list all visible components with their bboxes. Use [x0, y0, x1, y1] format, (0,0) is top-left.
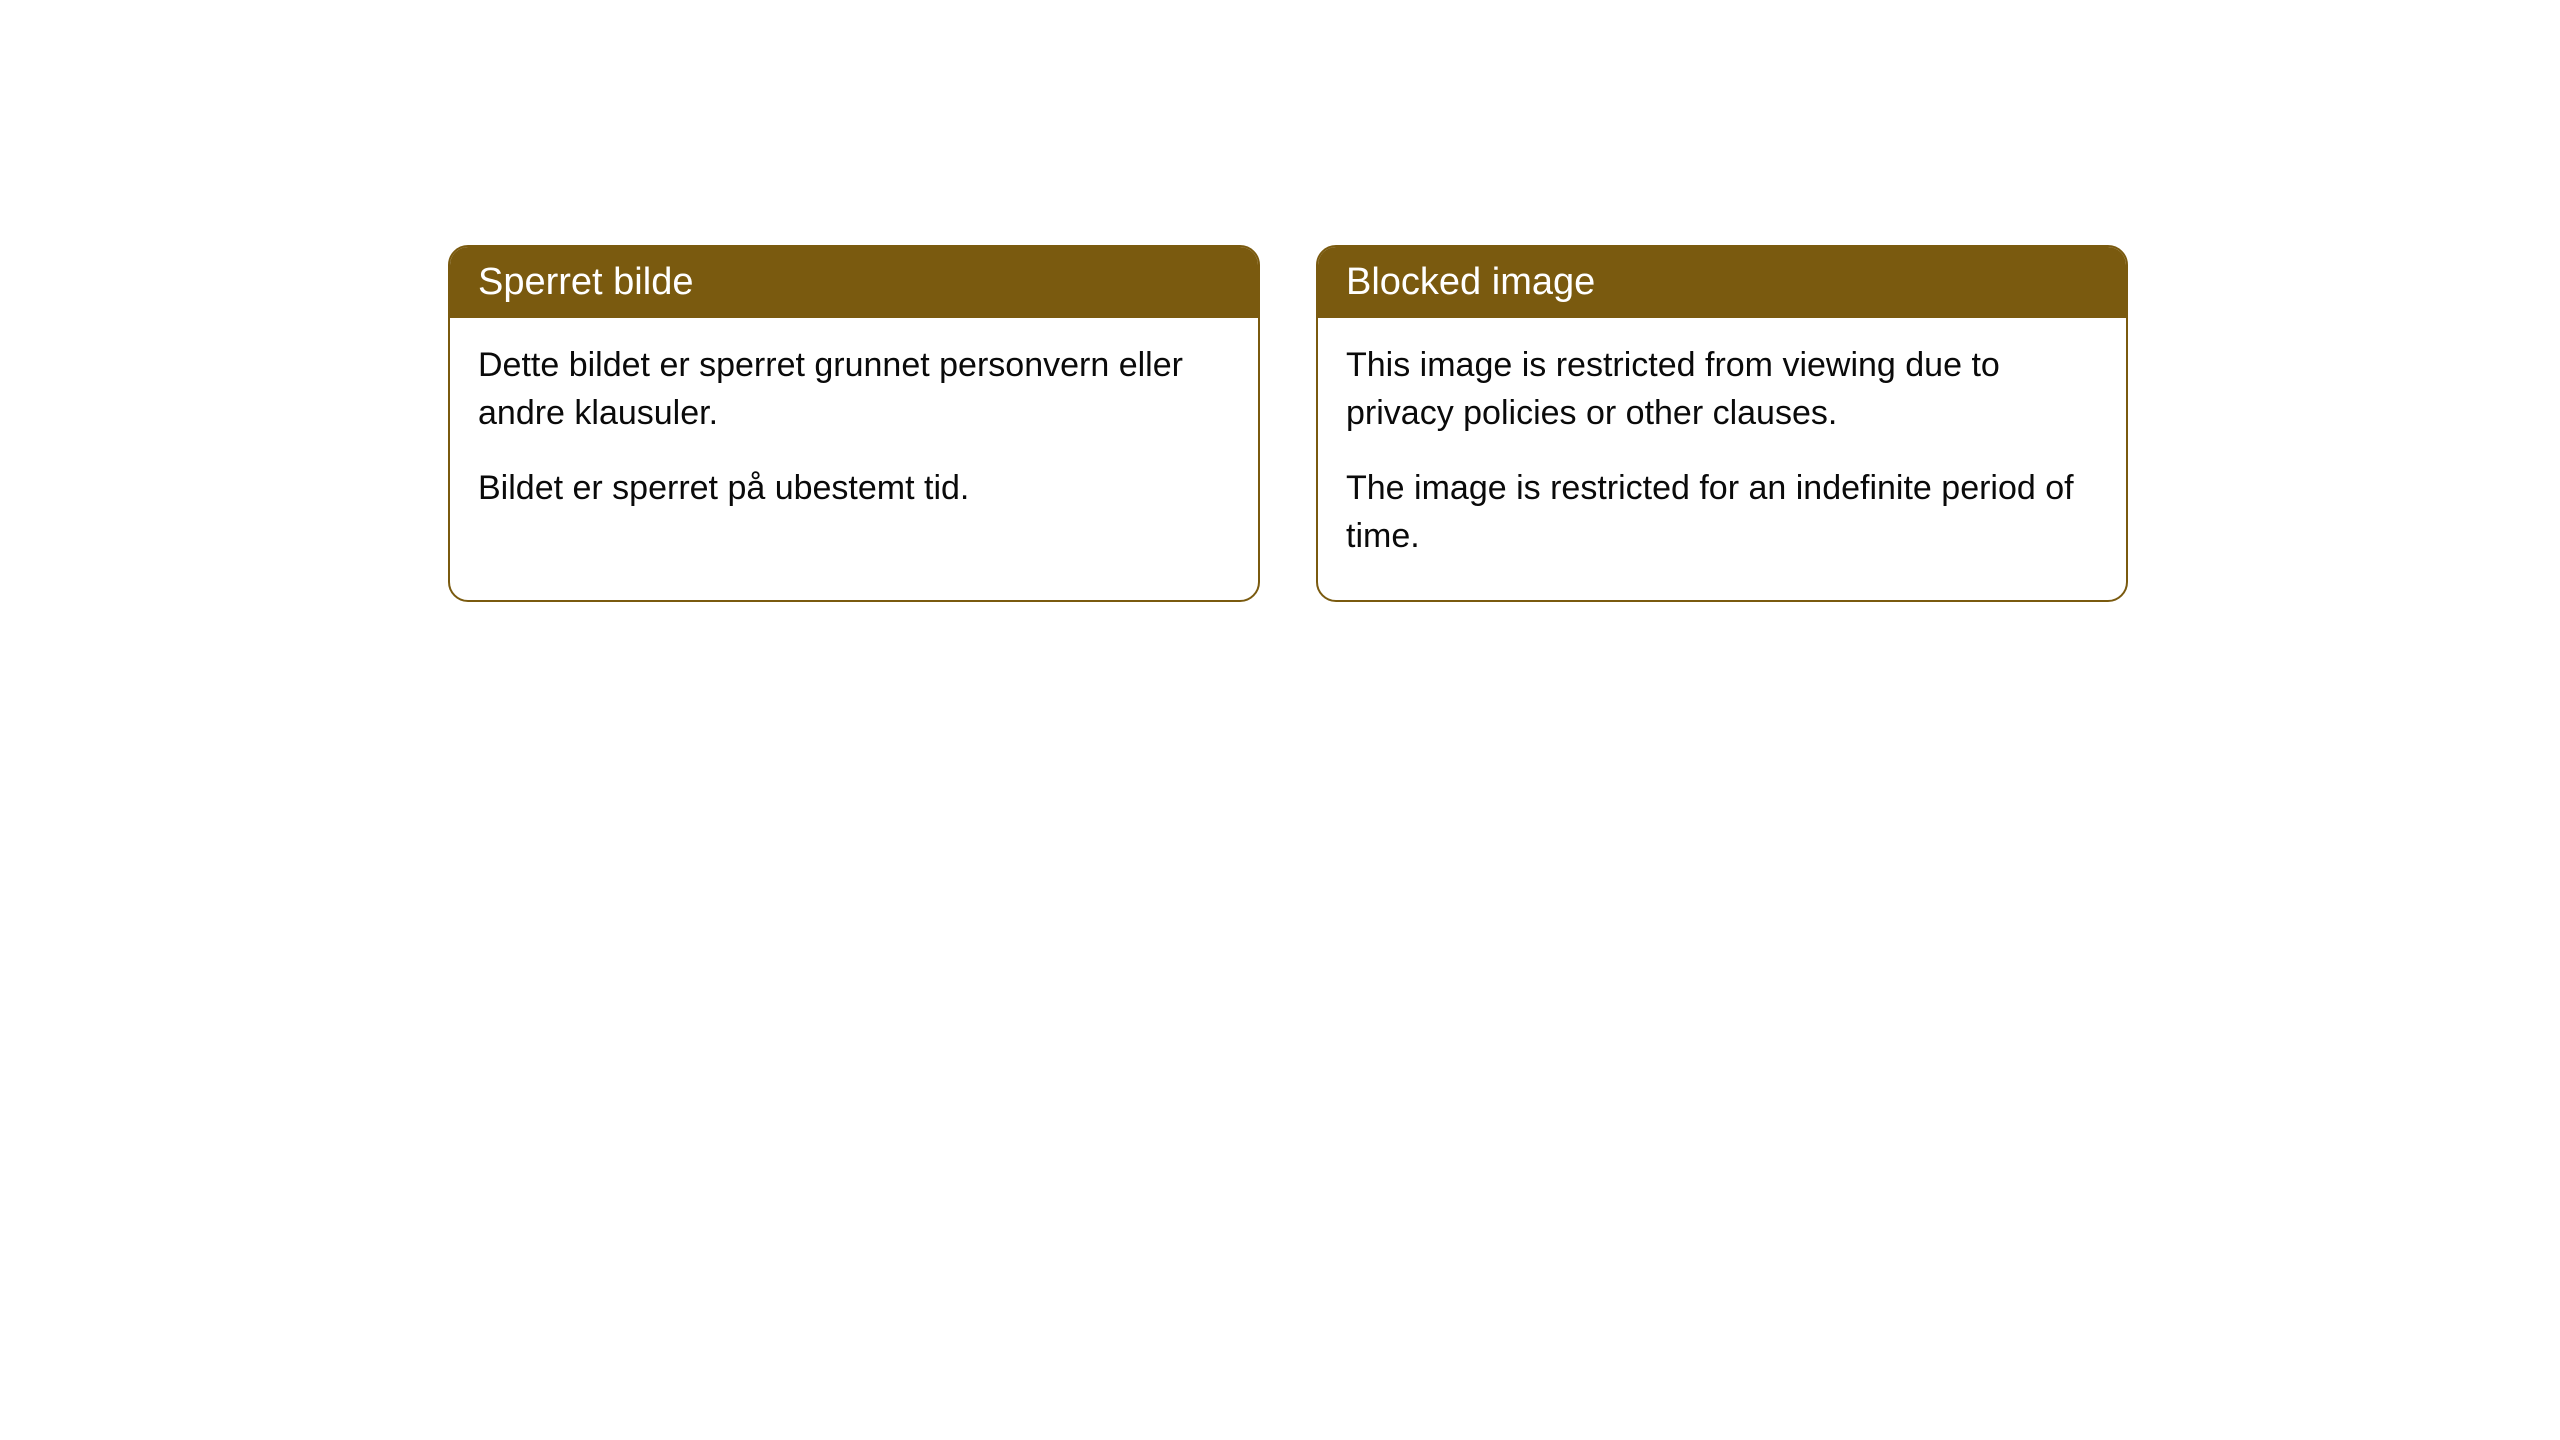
notice-container: Sperret bilde Dette bildet er sperret gr…: [0, 0, 2560, 602]
card-body: This image is restricted from viewing du…: [1318, 318, 2126, 600]
notice-text-1: This image is restricted from viewing du…: [1346, 342, 2098, 437]
card-header: Blocked image: [1318, 247, 2126, 318]
notice-card-english: Blocked image This image is restricted f…: [1316, 245, 2128, 602]
notice-text-1: Dette bildet er sperret grunnet personve…: [478, 342, 1230, 437]
card-title: Sperret bilde: [478, 261, 693, 303]
notice-card-norwegian: Sperret bilde Dette bildet er sperret gr…: [448, 245, 1260, 602]
notice-text-2: Bildet er sperret på ubestemt tid.: [478, 465, 1230, 513]
card-title: Blocked image: [1346, 261, 1595, 303]
card-body: Dette bildet er sperret grunnet personve…: [450, 318, 1258, 553]
card-header: Sperret bilde: [450, 247, 1258, 318]
notice-text-2: The image is restricted for an indefinit…: [1346, 465, 2098, 560]
